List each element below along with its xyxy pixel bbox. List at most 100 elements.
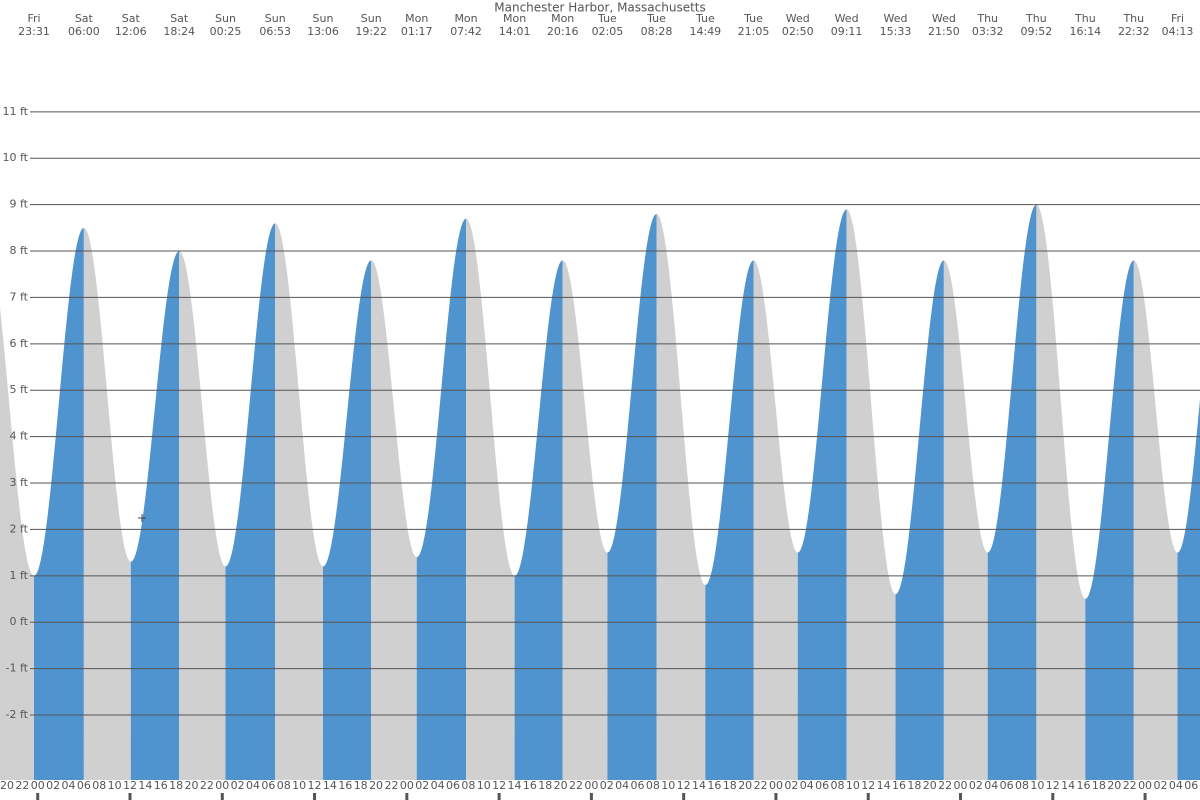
extreme-day: Wed	[786, 12, 810, 25]
extreme-day: Sun	[361, 12, 382, 25]
hour-label: 10	[292, 779, 306, 792]
hour-label: 08	[461, 779, 475, 792]
hour-label: 06	[815, 779, 829, 792]
falling-area	[1036, 204, 1086, 780]
hour-tick	[128, 793, 132, 800]
hour-label: 22	[200, 779, 214, 792]
hour-tick	[405, 793, 409, 800]
extreme-time: 13:06	[307, 25, 339, 38]
y-tick-label: 5 ft	[10, 383, 29, 396]
hour-label: 22	[938, 779, 952, 792]
hour-label: 00	[400, 779, 414, 792]
y-tick-label: -2 ft	[6, 708, 29, 721]
extreme-day: Tue	[743, 12, 763, 25]
extreme-day: Mon	[405, 12, 428, 25]
hour-label: 18	[354, 779, 368, 792]
y-tick-label: 6 ft	[10, 337, 29, 350]
hour-label: 02	[231, 779, 245, 792]
hour-label: 02	[1153, 779, 1167, 792]
rising-area	[225, 223, 276, 780]
extreme-time: 14:49	[689, 25, 721, 38]
falling-area	[83, 227, 131, 780]
extreme-day: Sun	[313, 12, 334, 25]
extreme-time: 03:32	[972, 25, 1004, 38]
falling-area	[846, 209, 896, 780]
extreme-day: Fri	[1171, 12, 1184, 25]
extreme-time: 02:50	[782, 25, 814, 38]
hour-label: 02	[415, 779, 429, 792]
rising-area	[797, 209, 847, 780]
extreme-time: 18:24	[163, 25, 195, 38]
hour-label: 10	[661, 779, 675, 792]
rising-area	[1177, 399, 1200, 780]
hour-tick	[1143, 793, 1147, 800]
extreme-time: 19:22	[355, 25, 387, 38]
extreme-day: Fri	[27, 12, 40, 25]
hour-label: 04	[984, 779, 998, 792]
extreme-time: 22:32	[1118, 25, 1150, 38]
hour-tick	[774, 793, 778, 800]
extreme-day: Sun	[215, 12, 236, 25]
hour-label: 14	[877, 779, 891, 792]
hour-label: 00	[584, 779, 598, 792]
hour-label: 04	[615, 779, 629, 792]
hour-label: 00	[769, 779, 783, 792]
extreme-time: 23:31	[18, 25, 50, 38]
hour-label: 06	[631, 779, 645, 792]
y-tick-label: 8 ft	[10, 244, 29, 257]
hour-label: 16	[707, 779, 721, 792]
y-tick-label: -1 ft	[6, 662, 29, 675]
hour-label: 00	[31, 779, 45, 792]
extreme-day: Sun	[265, 12, 286, 25]
hour-label: 00	[215, 779, 229, 792]
falling-area	[656, 213, 706, 780]
y-tick-label: 3 ft	[10, 476, 29, 489]
hour-label: 18	[538, 779, 552, 792]
extreme-time: 06:00	[68, 25, 100, 38]
hour-label: 12	[1046, 779, 1060, 792]
hour-label: 12	[861, 779, 875, 792]
hour-label: 16	[154, 779, 168, 792]
hour-label: 10	[477, 779, 491, 792]
hour-label: 14	[1061, 779, 1075, 792]
extreme-day: Sat	[75, 12, 94, 25]
y-tick-label: 10 ft	[3, 151, 29, 164]
hour-label: 12	[492, 779, 506, 792]
extreme-time: 15:33	[880, 25, 912, 38]
extreme-time: 08:28	[641, 25, 673, 38]
extreme-day: Wed	[932, 12, 956, 25]
hour-label: 16	[338, 779, 352, 792]
hour-tick	[313, 793, 317, 800]
extreme-time: 02:05	[592, 25, 624, 38]
hour-label: 22	[1123, 779, 1137, 792]
hour-label: 06	[77, 779, 91, 792]
extreme-day: Thu	[1074, 12, 1096, 25]
extreme-time: 14:01	[499, 25, 531, 38]
hour-label: 12	[123, 779, 137, 792]
hour-label: 02	[46, 779, 60, 792]
extreme-day: Thu	[1025, 12, 1047, 25]
rising-area	[34, 227, 84, 780]
hour-label: 20	[554, 779, 568, 792]
hour-label: 22	[15, 779, 29, 792]
hour-label: 12	[677, 779, 691, 792]
hour-label: 08	[830, 779, 844, 792]
hour-tick	[682, 793, 686, 800]
extreme-day: Tue	[646, 12, 666, 25]
y-tick-label: 1 ft	[10, 569, 29, 582]
y-tick-label: 2 ft	[10, 522, 29, 535]
extreme-time: 01:17	[401, 25, 433, 38]
extreme-time: 06:53	[259, 25, 291, 38]
hour-tick	[220, 793, 224, 800]
hour-label: 20	[369, 779, 383, 792]
hour-label: 20	[738, 779, 752, 792]
extreme-day: Tue	[597, 12, 617, 25]
hour-label: 10	[1030, 779, 1044, 792]
hour-label: 14	[138, 779, 152, 792]
extreme-day: Wed	[835, 12, 859, 25]
rising-area	[607, 213, 657, 780]
rising-area	[987, 204, 1037, 780]
hour-label: 08	[277, 779, 291, 792]
hour-label: 20	[923, 779, 937, 792]
